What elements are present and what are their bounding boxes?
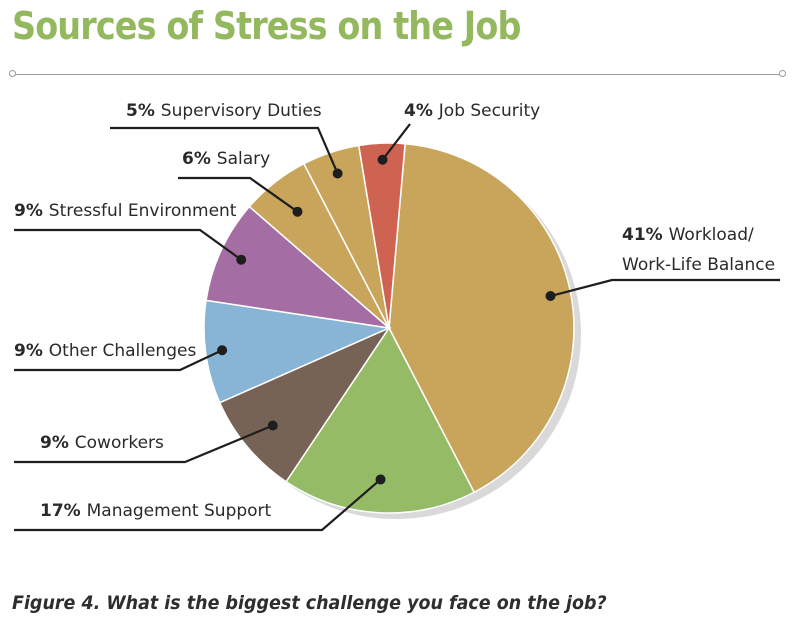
leader-dot-6 bbox=[292, 206, 303, 217]
slice-percent-3: 9% bbox=[40, 433, 75, 453]
slice-label-8: 4% Job Security bbox=[404, 101, 540, 121]
slice-name-7: Supervisory Duties bbox=[161, 101, 322, 121]
leader-dot-7 bbox=[332, 168, 343, 179]
slice-name-6: Salary bbox=[217, 149, 270, 169]
leader-dot-4 bbox=[217, 345, 228, 356]
slice-label-7: 5% Supervisory Duties bbox=[126, 101, 322, 121]
pie-slice-1 bbox=[388, 142, 575, 494]
leader-line-8 bbox=[381, 123, 411, 161]
slice-label-4: 9% Other Challenges bbox=[14, 341, 196, 361]
divider-right-dot bbox=[779, 70, 786, 77]
slice-percent-4: 9% bbox=[14, 341, 49, 361]
pie-slice-3 bbox=[218, 326, 392, 483]
leader-dot-2 bbox=[375, 474, 386, 485]
leader-dot-5 bbox=[236, 254, 247, 265]
leader-lines bbox=[14, 123, 780, 532]
slice-name-1-line-1: Workload/ bbox=[669, 225, 754, 245]
slice-name-1-line-2: Work-Life Balance bbox=[622, 255, 775, 275]
leader-dot-1 bbox=[545, 291, 556, 302]
pie-slices bbox=[203, 142, 575, 514]
slice-name-2: Management Support bbox=[87, 501, 272, 521]
slice-label-1-line-2: Work-Life Balance bbox=[622, 255, 775, 275]
leader-line-7 bbox=[110, 126, 339, 174]
leader-dot-8 bbox=[377, 154, 388, 165]
slice-name-8: Job Security bbox=[438, 101, 540, 121]
figure-caption: Figure 4. What is the biggest challenge … bbox=[12, 592, 607, 614]
slice-percent-2: 17% bbox=[40, 501, 87, 521]
slice-label-1-line-1: 41% Workload/ bbox=[622, 225, 754, 245]
pie-slice-2 bbox=[285, 326, 476, 514]
slice-label-3: 9% Coworkers bbox=[40, 433, 164, 453]
pie-slice-4 bbox=[203, 299, 392, 404]
title-divider bbox=[12, 74, 782, 75]
leader-line-1 bbox=[550, 278, 780, 298]
leader-line-2 bbox=[14, 478, 382, 532]
slice-label-5: 9% Stressful Environment bbox=[14, 201, 237, 221]
slice-label-2: 17% Management Support bbox=[40, 501, 272, 521]
slice-percent-6: 6% bbox=[182, 149, 217, 169]
pie-slice-8 bbox=[357, 142, 406, 329]
leader-dot-3 bbox=[267, 420, 278, 431]
slice-labels: 41% Workload/Work-Life Balance 17% Manage… bbox=[14, 101, 775, 521]
slice-percent-7: 5% bbox=[126, 101, 161, 121]
pie-slice-5 bbox=[205, 205, 392, 330]
slice-name-4: Other Challenges bbox=[49, 341, 197, 361]
leader-line-6 bbox=[178, 176, 299, 213]
divider-left-dot bbox=[9, 70, 16, 77]
leader-line-3 bbox=[14, 424, 274, 464]
slice-percent-1: 41% bbox=[622, 225, 669, 245]
slice-percent-8: 4% bbox=[404, 101, 439, 121]
slice-name-3: Coworkers bbox=[75, 433, 164, 453]
slice-percent-5: 9% bbox=[14, 201, 49, 221]
slice-name-5: Stressful Environment bbox=[49, 201, 237, 221]
slice-label-6: 6% Salary bbox=[182, 149, 270, 169]
leader-line-5 bbox=[14, 228, 242, 261]
chart-title: Sources of Stress on the Job bbox=[12, 4, 521, 48]
leader-line-4 bbox=[14, 349, 223, 372]
